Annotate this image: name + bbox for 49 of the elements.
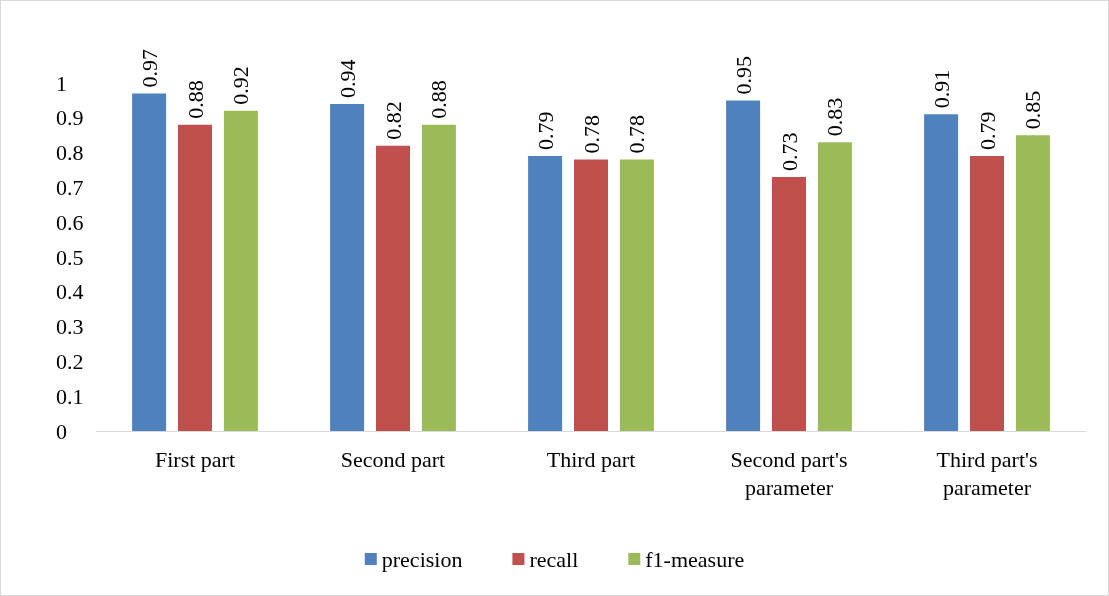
bar	[376, 145, 410, 431]
legend-label: precision	[381, 546, 463, 572]
data-label: 0.73	[776, 132, 802, 171]
data-label: 0.91	[928, 69, 954, 109]
x-tick-label: Third part's parameter	[936, 446, 1038, 500]
y-tick-label: 0.6	[56, 209, 84, 235]
data-label: 0.85	[1020, 90, 1046, 130]
y-tick-label: 0.7	[56, 174, 84, 200]
bar	[619, 159, 654, 431]
data-label: 0.83	[822, 97, 848, 137]
x-tick-label: First part	[154, 446, 236, 472]
bar	[132, 93, 167, 431]
bar	[970, 156, 1004, 431]
bar	[1015, 135, 1050, 431]
data-label: 0.79	[532, 111, 558, 151]
y-tick-label: 0.3	[56, 314, 84, 340]
data-label: 0.97	[136, 48, 162, 88]
bar	[223, 110, 258, 431]
data-label: 0.78	[578, 115, 604, 154]
y-tick-label: 0.4	[56, 279, 84, 305]
bar	[772, 176, 806, 431]
data-label: 0.94	[334, 59, 360, 98]
data-label: 0.82	[380, 101, 406, 140]
y-tick-label: 0.5	[56, 244, 84, 270]
bar	[817, 142, 852, 431]
data-label: 0.88	[426, 80, 452, 119]
data-label: 0.78	[624, 115, 650, 154]
data-label: 0.95	[730, 55, 756, 95]
bar	[421, 124, 456, 431]
y-tick-label: 0	[56, 418, 67, 444]
y-tick-label: 0.2	[56, 348, 84, 374]
bar	[726, 100, 761, 431]
bar	[924, 114, 959, 431]
x-tick-label: Third part	[546, 446, 636, 472]
legend-label: recall	[529, 546, 579, 572]
bar	[574, 159, 608, 431]
bar	[178, 124, 212, 431]
x-tick-label: Second part's parameter	[730, 446, 848, 500]
legend-label: f1-measure	[645, 546, 745, 572]
bar	[330, 103, 365, 431]
data-label: 0.88	[182, 80, 208, 119]
x-tick-label: Second part	[340, 446, 446, 472]
y-tick-label: 1	[56, 70, 67, 96]
bar	[528, 156, 563, 431]
data-label: 0.92	[228, 66, 254, 105]
y-tick-label: 0.8	[56, 140, 84, 166]
y-tick-label: 0.9	[56, 105, 84, 131]
data-label: 0.79	[974, 111, 1000, 151]
y-tick-label: 0.1	[56, 383, 84, 409]
